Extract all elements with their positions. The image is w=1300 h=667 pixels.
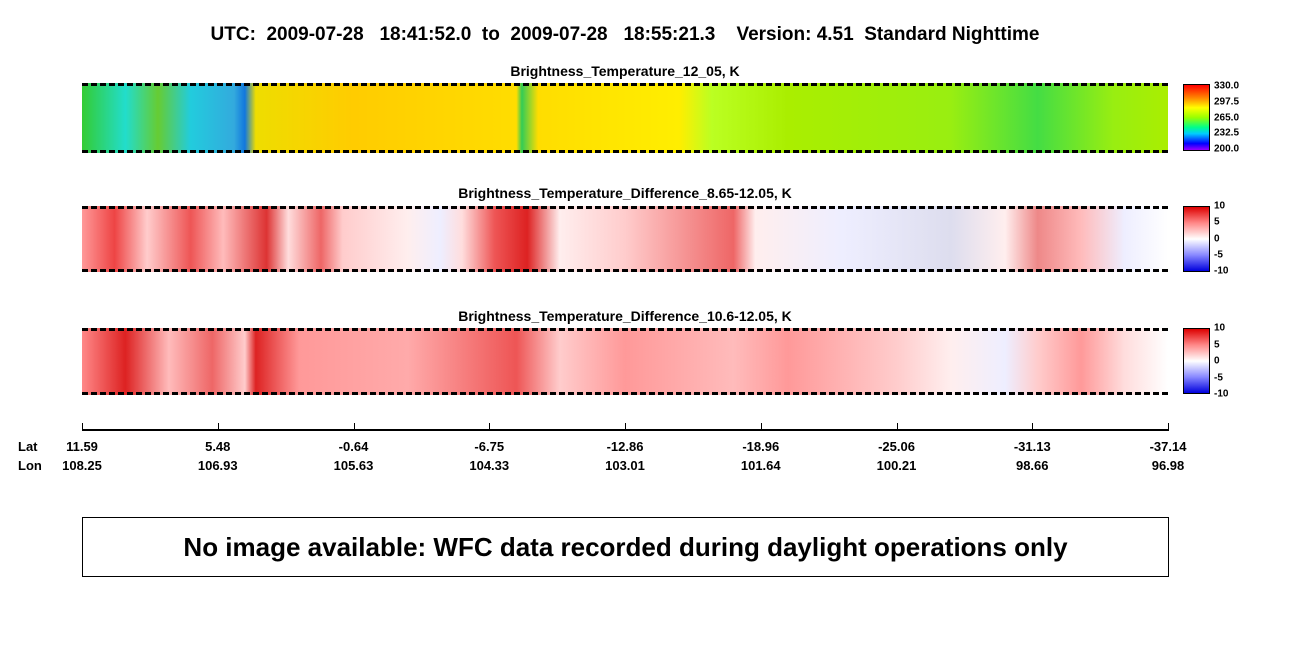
lon-tick-label: 103.01	[605, 458, 645, 473]
axis-tick	[489, 423, 491, 430]
colorbar-label: 0	[1214, 233, 1220, 244]
panel-title: Brightness_Temperature_Difference_8.65-1…	[458, 185, 792, 201]
lat-tick-label: -0.64	[338, 439, 369, 454]
axis-tick	[1168, 423, 1169, 430]
colorbar-label: -10	[1214, 388, 1229, 400]
colorbar-label: 330.0	[1214, 80, 1240, 92]
colorbar-label: -5	[1214, 249, 1223, 261]
axis-tick	[760, 423, 762, 430]
lon-tick-label: 101.64	[740, 458, 781, 473]
lat-tick-label: -37.14	[1149, 439, 1187, 454]
lon-tick-label: 100.21	[876, 458, 917, 473]
colorbar-label: 10	[1214, 200, 1226, 212]
axis-tick	[896, 423, 898, 430]
lat-tick-label: -12.86	[606, 439, 644, 454]
lat-tick-label: 11.59	[66, 439, 98, 454]
lon-tick-label: 98.66	[1015, 458, 1049, 473]
brightness-image	[82, 83, 1168, 153]
panel-title: Brightness_Temperature_12_05, K	[510, 63, 740, 79]
lon-label: Lon	[18, 458, 42, 473]
lon-tick-label: 105.63	[333, 458, 374, 473]
message: No image available: WFC data recorded du…	[183, 531, 1068, 562]
lon-tick-label: 104.33	[469, 458, 510, 473]
colorbar	[1183, 84, 1210, 151]
colorbar-label: 5	[1214, 339, 1220, 350]
difference-image	[82, 206, 1168, 272]
axis-tick	[1032, 423, 1034, 430]
colorbar-label: 5	[1214, 216, 1220, 228]
lat-tick-label: 5.48	[205, 439, 231, 454]
colorbar	[1183, 206, 1210, 272]
colorbar-label: 10	[1214, 322, 1226, 334]
axis-tick	[217, 423, 219, 430]
axis-line	[82, 429, 1169, 431]
page-title: UTC: 2009-07-28 18:41:52.0 to 2009-07-28…	[210, 24, 1040, 45]
colorbar-label: 297.5	[1214, 96, 1240, 108]
lat-tick-label: -25.06	[878, 439, 915, 454]
colorbar-label: -10	[1214, 265, 1229, 277]
colorbar-label: 265.0	[1214, 112, 1240, 123]
lat-tick-label: -31.13	[1013, 439, 1051, 454]
colorbar-label: 232.5	[1214, 127, 1240, 139]
colorbar-label: 0	[1214, 355, 1220, 367]
lat-label: Lat	[18, 439, 38, 454]
lon-tick-label: 108.25	[62, 458, 102, 473]
difference-image	[82, 328, 1168, 395]
axis-tick	[353, 423, 355, 430]
axis-tick	[625, 423, 626, 430]
lon-tick-label: 96.98	[1151, 458, 1185, 473]
lon-tick-label: 106.93	[197, 458, 238, 473]
axis-tick	[82, 423, 83, 430]
lat-tick-label: -18.96	[742, 439, 780, 454]
colorbar-label: 200.0	[1214, 143, 1240, 155]
message-box: No image available: WFC data recorded du…	[82, 517, 1169, 577]
colorbar-label: -5	[1214, 372, 1223, 383]
lat-tick-label: -6.75	[474, 439, 505, 454]
colorbar	[1183, 328, 1210, 394]
panel-title: Brightness_Temperature_Difference_10.6-1…	[458, 308, 792, 324]
